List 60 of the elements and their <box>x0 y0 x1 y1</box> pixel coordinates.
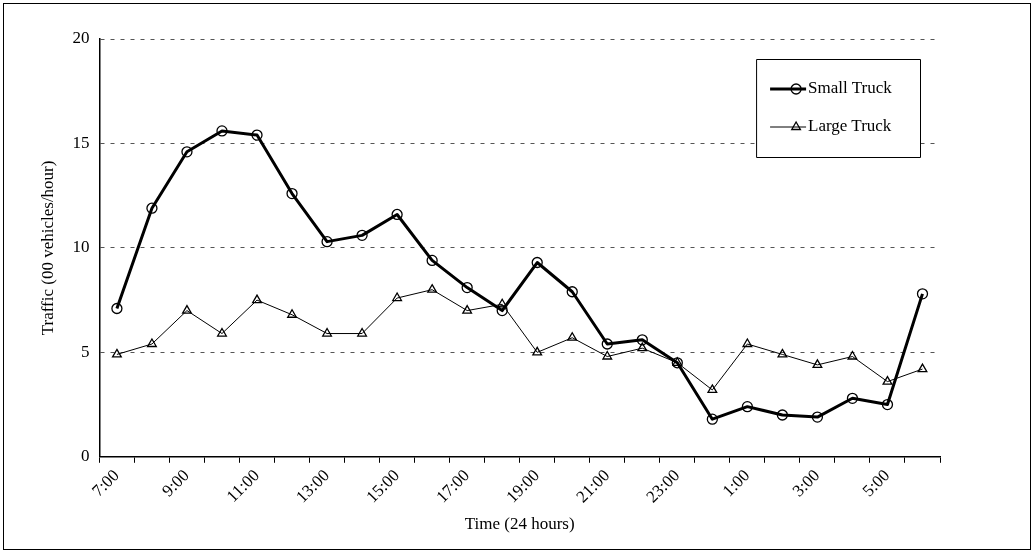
point <box>881 398 894 411</box>
point <box>426 254 438 267</box>
point <box>321 235 333 248</box>
point <box>777 348 788 358</box>
point <box>636 334 648 346</box>
point <box>812 359 823 369</box>
point <box>566 286 578 298</box>
point <box>111 348 122 358</box>
point <box>601 338 613 350</box>
point <box>462 304 473 314</box>
point <box>392 292 403 302</box>
y-tick-label: 5 <box>80 341 90 361</box>
point <box>846 392 859 404</box>
point <box>706 413 718 425</box>
y-tick-label: 0 <box>80 446 90 466</box>
point <box>181 304 192 314</box>
point <box>742 338 753 348</box>
legend-label: Large Truck <box>808 116 892 136</box>
x-tick-label: 3:00 <box>788 465 824 501</box>
y-axis-title: Traffic (00 vehicles/hour) <box>37 160 57 336</box>
x-tick-label: 1:00 <box>718 465 754 501</box>
point <box>391 208 403 221</box>
point <box>356 229 368 242</box>
point <box>286 187 298 200</box>
y-tick-label: 20 <box>72 28 90 48</box>
y-tick-label: 15 <box>72 132 90 152</box>
point <box>776 409 789 421</box>
point <box>357 327 368 337</box>
point <box>461 281 473 294</box>
point <box>916 288 929 300</box>
point <box>146 202 158 214</box>
point <box>427 284 438 293</box>
point <box>111 302 123 315</box>
point <box>917 363 928 373</box>
point <box>532 346 543 356</box>
point <box>252 294 262 304</box>
x-tick-label: 7:00 <box>88 465 123 501</box>
point <box>496 304 508 317</box>
point <box>531 256 543 269</box>
point <box>287 309 298 318</box>
point <box>146 338 157 348</box>
point <box>637 342 648 352</box>
point <box>216 125 228 137</box>
point <box>217 327 227 337</box>
point <box>847 350 858 360</box>
point <box>567 332 578 341</box>
point <box>251 129 263 141</box>
legend-label: Small Truck <box>808 78 893 98</box>
point <box>882 375 893 385</box>
point <box>741 401 754 413</box>
point <box>602 350 613 360</box>
point <box>497 298 508 308</box>
y-tick-label: 10 <box>72 237 90 257</box>
point <box>181 146 193 158</box>
point <box>811 411 824 423</box>
x-axis-title: Time (24 hours) <box>464 514 575 534</box>
x-tick-label: 5:00 <box>858 465 894 501</box>
point <box>322 327 333 337</box>
x-tick-label: 9:00 <box>158 465 193 501</box>
point <box>707 384 718 394</box>
